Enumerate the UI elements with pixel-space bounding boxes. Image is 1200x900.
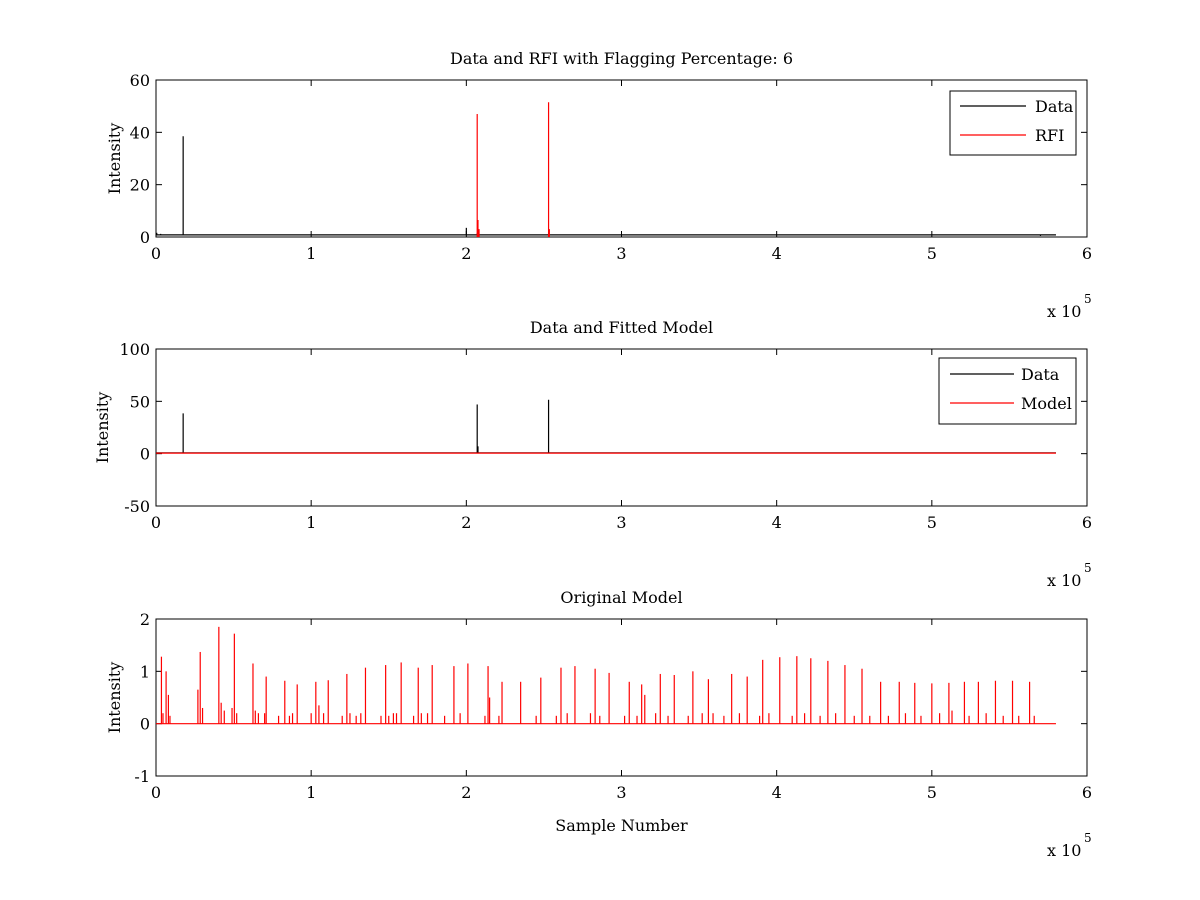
- x-tick-label: 5: [927, 513, 937, 532]
- x-exponent-label: x 10: [1047, 571, 1081, 590]
- series-rfi: [476, 102, 550, 237]
- x-tick-label: 4: [772, 513, 782, 532]
- axes-frame: [155, 348, 1088, 507]
- legend-entry: Model: [1021, 394, 1072, 413]
- x-tick-label: 0: [151, 783, 161, 802]
- x-tick-label: 5: [927, 783, 937, 802]
- axes-frame: [155, 618, 1088, 777]
- y-tick-label: -50: [124, 497, 150, 516]
- x-exponent-power: 5: [1084, 292, 1092, 306]
- y-tick-label: 0: [140, 715, 150, 734]
- chart-title: Original Model: [560, 588, 682, 607]
- x-tick-label: 1: [306, 783, 316, 802]
- x-exponent-label: x 10: [1047, 841, 1081, 860]
- x-tick-label: 2: [461, 783, 471, 802]
- x-tick-label: 1: [306, 513, 316, 532]
- y-axis-label: Intensity: [93, 392, 112, 464]
- x-tick-label: 4: [772, 244, 782, 263]
- legend-box: [938, 357, 1077, 425]
- y-tick-label: 40: [130, 123, 150, 142]
- x-exponent-power: 5: [1084, 561, 1092, 575]
- x-tick-label: 5: [927, 244, 937, 263]
- legend-box: [949, 90, 1077, 156]
- x-exponent-label: x 10: [1047, 302, 1081, 321]
- x-tick-label: 6: [1082, 783, 1092, 802]
- x-tick-label: 3: [616, 244, 626, 263]
- y-tick-label: 60: [130, 71, 150, 90]
- x-tick-label: 6: [1082, 244, 1092, 263]
- x-tick-label: 1: [306, 244, 316, 263]
- legend: Data Model: [938, 357, 1077, 425]
- x-tick-label: 2: [461, 513, 471, 532]
- chart-title: Data and Fitted Model: [530, 318, 713, 337]
- x-axis-label: Sample Number: [555, 816, 688, 835]
- legend: Data RFI: [949, 90, 1077, 156]
- y-axis-label: Intensity: [105, 123, 124, 195]
- y-tick-label: -1: [134, 767, 150, 786]
- y-tick-label: 20: [130, 176, 150, 195]
- legend-entry: Data: [1035, 97, 1074, 116]
- x-tick-label: 6: [1082, 513, 1092, 532]
- y-tick-label: 50: [130, 392, 150, 411]
- y-tick-label: 100: [119, 340, 150, 359]
- legend-entry: RFI: [1035, 126, 1064, 145]
- y-tick-label: 0: [140, 228, 150, 247]
- chart-title: Data and RFI with Flagging Percentage: 6: [450, 49, 793, 68]
- x-tick-label: 4: [772, 783, 782, 802]
- x-exponent-power: 5: [1084, 831, 1092, 845]
- series-model: [156, 626, 1056, 725]
- x-tick-label: 3: [616, 513, 626, 532]
- x-tick-label: 0: [151, 244, 161, 263]
- y-tick-label: 1: [140, 662, 150, 681]
- x-tick-label: 2: [461, 244, 471, 263]
- y-axis-label: Intensity: [105, 662, 124, 734]
- x-tick-label: 0: [151, 513, 161, 532]
- y-tick-label: 0: [140, 445, 150, 464]
- y-tick-label: 2: [140, 610, 150, 629]
- legend-entry: Data: [1021, 365, 1060, 384]
- x-tick-label: 3: [616, 783, 626, 802]
- axes-frame: [155, 79, 1088, 238]
